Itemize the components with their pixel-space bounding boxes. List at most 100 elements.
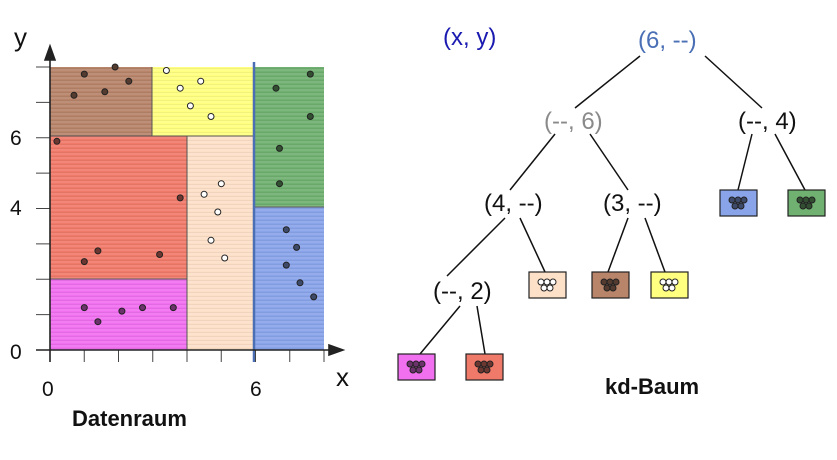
kd-tree-panel: (x, y) (6, --) (--, 6) (--, 4) (4, --) (… — [397, 24, 826, 399]
leaf-point — [543, 278, 551, 286]
data-point-brown — [101, 88, 109, 96]
tick-label-y-4: 4 — [10, 197, 22, 220]
data-point-magenta — [169, 304, 177, 312]
data-point-yellow — [162, 67, 170, 74]
leaf-point — [415, 366, 423, 374]
leaf-point — [737, 202, 745, 210]
data-space-panel: y x 0 6 0 4 6 Datenraum — [10, 22, 349, 431]
leaf-point — [549, 278, 557, 286]
data-point-magenta — [118, 307, 126, 315]
leaf-point — [799, 202, 807, 210]
data-space-caption: Datenraum — [72, 406, 187, 431]
tree-leaves — [397, 189, 826, 381]
data-point-peach — [217, 180, 225, 188]
data-point-green — [272, 84, 280, 92]
x-axis-label: x — [336, 362, 349, 392]
leaf-point — [802, 196, 810, 204]
leaf-bucket-red — [465, 353, 504, 381]
leaf-point — [409, 366, 417, 374]
leaf-point — [480, 360, 488, 368]
leaf-point — [546, 284, 554, 292]
leaf-point — [740, 196, 748, 204]
leaf-point — [537, 278, 545, 286]
data-point-yellow — [197, 77, 205, 85]
leaf-point — [486, 360, 494, 368]
kd-tree-caption: kd-Baum — [605, 374, 699, 399]
data-point-magenta — [139, 304, 146, 312]
data-point-blue — [282, 261, 290, 269]
leaf-point — [606, 278, 614, 286]
data-point-peach — [200, 190, 208, 198]
data-points — [53, 63, 318, 326]
data-point-brown — [125, 77, 133, 85]
leaf-point — [668, 284, 676, 292]
data-point-red — [80, 258, 88, 266]
y-axis-arrow — [43, 43, 57, 61]
leaf-point — [609, 284, 617, 292]
leaf-point — [477, 366, 485, 374]
data-point-yellow — [186, 102, 194, 110]
data-point-green — [306, 70, 314, 78]
leaf-point — [483, 366, 491, 374]
tree-node-y4: (--, 4) — [738, 108, 797, 135]
leaf-point — [796, 196, 804, 204]
data-point-blue — [310, 293, 318, 301]
leaf-point — [805, 202, 813, 210]
data-point-red — [176, 194, 184, 202]
data-point-blue — [293, 243, 301, 251]
tick-label-x-6: 6 — [250, 378, 262, 401]
tree-node-x4: (4, --) — [484, 190, 543, 217]
leaf-point — [412, 360, 420, 368]
leaf-point — [728, 196, 736, 204]
data-point-red — [94, 247, 102, 255]
data-point-blue — [282, 226, 290, 234]
leaf-point — [612, 278, 620, 286]
data-point-magenta — [94, 318, 102, 326]
data-point-brown — [80, 70, 88, 78]
data-point-yellow — [207, 113, 215, 120]
data-point-blue — [296, 279, 304, 287]
leaf-bucket-magenta — [397, 353, 436, 381]
tree-node-y6: (--, 6) — [544, 108, 603, 135]
leaf-bucket-yellow — [650, 271, 689, 299]
leaf-point — [662, 284, 670, 292]
data-point-brown — [111, 63, 119, 71]
x-axis-arrow — [328, 343, 346, 357]
leaf-point — [808, 196, 816, 204]
data-point-peach — [207, 236, 215, 244]
leaf-point — [659, 278, 667, 286]
data-point-magenta — [80, 304, 88, 312]
tree-node-root: (6, --) — [638, 27, 697, 54]
axes — [36, 43, 346, 362]
grid-ticks — [36, 66, 325, 362]
tick-label-y-0: 0 — [10, 341, 22, 364]
tree-node-x3: (3, --) — [603, 190, 662, 217]
tree-legend-label: (x, y) — [443, 24, 496, 51]
leaf-point — [406, 360, 414, 368]
region-borders — [50, 67, 324, 350]
data-point-yellow — [176, 84, 184, 92]
data-point-green — [276, 144, 283, 152]
leaf-point — [603, 284, 611, 292]
leaf-point — [418, 360, 426, 368]
leaf-bucket-brown — [591, 271, 630, 299]
leaf-bucket-green — [787, 189, 826, 217]
tree-edges — [419, 55, 806, 355]
y-axis-label: y — [14, 22, 27, 52]
leaf-point — [731, 202, 739, 210]
leaf-point — [540, 284, 548, 292]
data-point-red — [156, 251, 164, 258]
leaf-bucket-peach — [528, 271, 567, 299]
data-point-peach — [221, 254, 229, 262]
tree-node-y2: (--, 2) — [433, 278, 492, 305]
tick-label-x-0: 0 — [42, 378, 54, 401]
leaf-point — [600, 278, 608, 286]
leaf-point — [734, 196, 742, 204]
leaf-bucket-blue — [719, 189, 758, 217]
tick-label-y-6: 6 — [10, 127, 22, 150]
data-point-green — [306, 113, 314, 120]
data-point-brown — [70, 91, 78, 99]
data-point-peach — [214, 208, 222, 216]
data-point-green — [276, 180, 283, 188]
